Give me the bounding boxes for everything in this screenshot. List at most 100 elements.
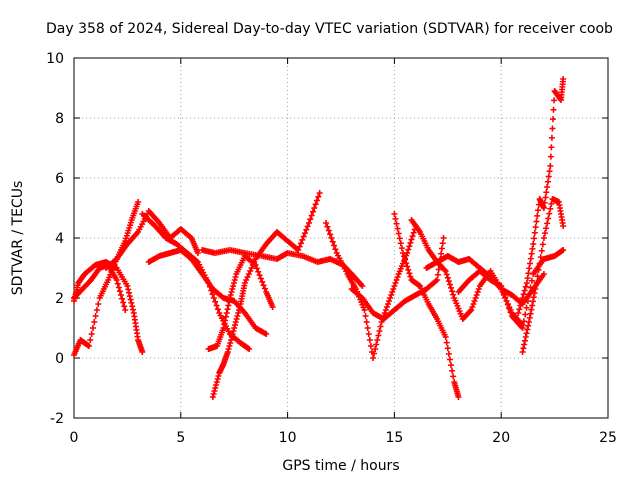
data-point — [212, 298, 219, 305]
x-tick-label: 15 — [385, 430, 403, 446]
x-ticks: 0 5 10 15 20 25 — [70, 58, 617, 446]
data-point — [507, 309, 514, 316]
data-point — [212, 385, 219, 391]
data-point — [89, 325, 96, 331]
data-point — [120, 299, 127, 306]
data-point — [225, 302, 232, 309]
data-point — [119, 295, 126, 302]
data-point — [95, 301, 102, 307]
data-point — [545, 173, 552, 180]
data-point — [560, 247, 567, 253]
data-point — [527, 255, 534, 262]
data-point — [256, 272, 263, 279]
grid — [74, 58, 608, 418]
data-point — [232, 322, 239, 328]
data-point — [87, 337, 94, 343]
data-point — [313, 197, 320, 204]
data-point — [522, 334, 529, 340]
data-point — [374, 337, 381, 343]
data-point — [210, 391, 217, 397]
data-point — [550, 106, 557, 113]
data-point — [213, 379, 220, 385]
data-point — [227, 292, 234, 298]
series-track-f — [145, 247, 270, 337]
data-point — [543, 189, 550, 196]
data-point — [534, 212, 541, 219]
series-track-n — [423, 253, 547, 307]
data-point — [524, 326, 531, 333]
data-point — [443, 339, 450, 346]
data-point — [533, 218, 540, 225]
data-point — [448, 362, 455, 369]
data-point — [547, 205, 554, 212]
data-point — [475, 286, 482, 292]
data-point — [502, 294, 509, 301]
data-point — [324, 223, 331, 230]
data-point — [405, 246, 412, 253]
data-point — [222, 317, 229, 324]
data-point — [525, 319, 532, 325]
data-point — [127, 296, 134, 303]
data-point — [329, 238, 336, 245]
data-point — [544, 184, 551, 190]
data-point — [548, 144, 555, 151]
data-point — [236, 307, 243, 313]
data-point — [545, 215, 552, 222]
data-point — [449, 288, 456, 295]
series-track-d — [103, 208, 201, 271]
data-point — [434, 271, 441, 278]
data-point — [228, 334, 235, 340]
data-point — [527, 260, 534, 267]
data-point — [546, 168, 553, 175]
data-point — [528, 250, 535, 257]
data-point — [388, 292, 395, 298]
data-point — [540, 235, 547, 241]
data-point — [391, 283, 398, 289]
data-point — [519, 349, 526, 355]
data-point — [389, 289, 396, 295]
data-point — [215, 373, 222, 379]
data-point — [213, 302, 220, 309]
data-point — [115, 284, 122, 291]
data-point — [520, 291, 527, 298]
data-point — [442, 268, 449, 274]
data-point — [398, 245, 405, 252]
data-point — [534, 273, 541, 280]
data-point — [525, 322, 532, 329]
data-point — [526, 265, 533, 272]
data-point — [546, 210, 553, 217]
data-point — [547, 153, 554, 160]
data-point — [523, 330, 530, 337]
data-point — [308, 212, 315, 219]
data-point — [532, 286, 539, 292]
data-point — [522, 311, 529, 318]
data-point — [548, 200, 555, 207]
data-point — [445, 350, 452, 357]
data-point — [376, 328, 383, 334]
data-point — [361, 307, 368, 313]
data-point — [122, 307, 129, 313]
data-point — [311, 205, 318, 211]
data-point — [332, 246, 339, 253]
data-point — [126, 289, 133, 296]
data-point — [406, 270, 413, 277]
data-point — [316, 190, 323, 196]
data-point — [229, 331, 236, 337]
data-point — [405, 266, 412, 273]
data-point — [211, 388, 218, 394]
data-point — [522, 283, 529, 290]
data-point — [295, 247, 302, 253]
y-tick-label: 2 — [55, 291, 64, 307]
series-track-i — [199, 247, 366, 289]
data-point — [504, 301, 511, 308]
data-point — [221, 321, 228, 328]
data-point — [549, 125, 556, 132]
data-point — [312, 201, 319, 208]
data-point — [128, 299, 135, 306]
data-point — [446, 356, 453, 363]
data-point — [304, 223, 311, 230]
data-point — [232, 319, 239, 325]
data-point — [130, 306, 137, 313]
data-point — [526, 291, 533, 298]
series-track-h — [205, 253, 276, 352]
